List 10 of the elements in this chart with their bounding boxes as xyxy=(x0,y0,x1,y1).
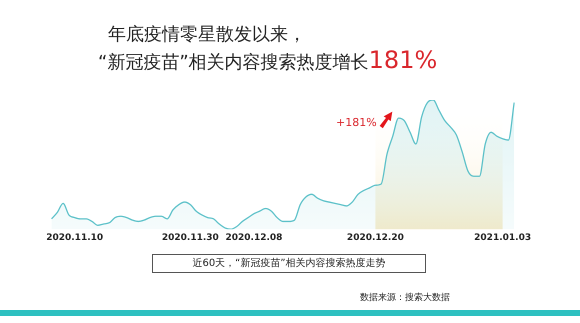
chart-title: 年底疫情零星散发以来， xyxy=(108,23,306,46)
annotation: +181% xyxy=(336,116,377,129)
x-tick-label: 2020.11.30 xyxy=(162,232,219,243)
x-tick-label: 2020.12.08 xyxy=(225,232,282,243)
x-tick-label: 2021.01.03 xyxy=(474,232,532,243)
chart-subtitle: “新冠疫苗”相关内容搜索热度增长181% xyxy=(98,46,438,74)
x-tick-label: 2020.11.10 xyxy=(46,232,104,243)
x-axis-title: 近60天，“新冠疫苗”相关内容搜索热度走势 xyxy=(152,254,426,273)
source-note: 数据来源：搜索大数据 xyxy=(359,292,450,304)
x-tick-label: 2020.12.20 xyxy=(346,232,404,243)
